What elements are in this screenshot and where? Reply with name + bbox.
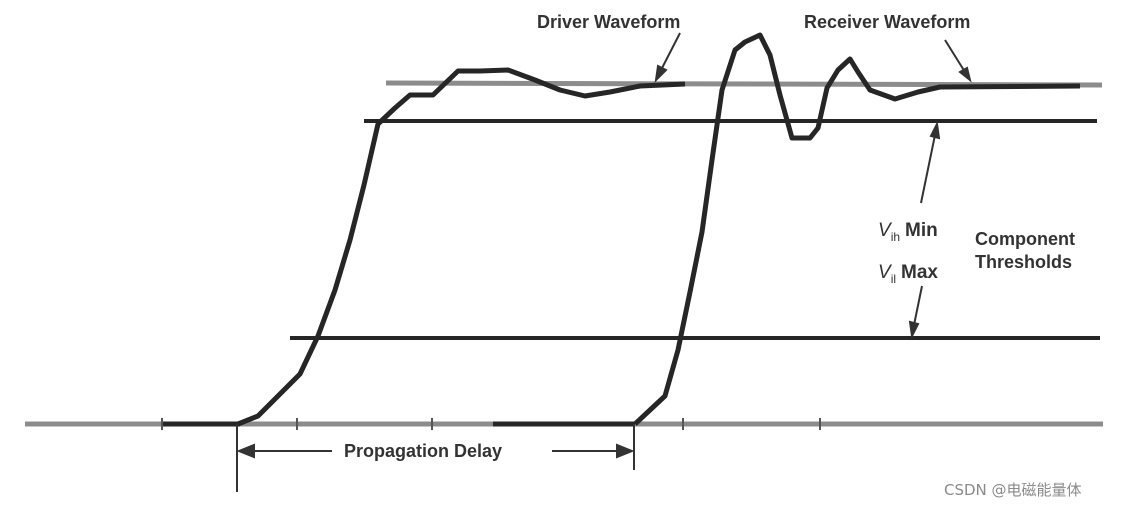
vih-min-text: Min <box>905 220 938 241</box>
receiver-waveform-pointer <box>944 39 972 83</box>
propagation-delay-label: Propagation Delay <box>344 441 502 461</box>
vil-symbol: V <box>878 262 893 283</box>
driver-waveform-pointer <box>654 32 681 83</box>
receiver-waveform-curve <box>633 32 1081 426</box>
component-label: Component <box>975 229 1075 249</box>
delay-arrow-right <box>552 443 635 459</box>
driver-waveform-label: Driver Waveform <box>537 12 680 32</box>
vih-symbol: V <box>878 220 893 241</box>
delay-arrow-left <box>236 443 332 459</box>
vil-max-arrow <box>908 285 923 340</box>
vih-min-arrow <box>920 120 941 204</box>
vih-subscript: ih <box>891 230 900 244</box>
watermark: CSDN @电磁能量体 <box>944 481 1082 499</box>
baseline-ticks <box>161 418 821 430</box>
receiver-waveform-label: Receiver Waveform <box>804 12 970 32</box>
vil-max-text: Max <box>901 262 938 283</box>
driver-waveform-curve <box>237 67 686 427</box>
vih-min-label: Vih Min <box>878 220 938 244</box>
vil-max-label: Vil Max <box>878 262 938 286</box>
thresholds-label: Thresholds <box>975 252 1072 272</box>
vil-subscript: il <box>891 272 896 286</box>
